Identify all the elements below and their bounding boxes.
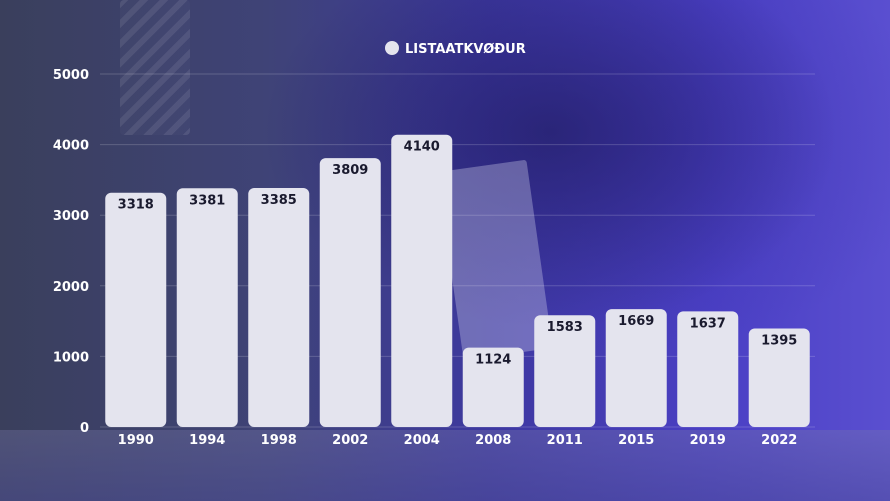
data-label: 3318 (118, 198, 154, 213)
x-tick-label: 2015 (618, 433, 654, 448)
data-labels: 3318 3381 3385 3809 4140 1124 1583 1669 1637 1395 (118, 140, 798, 368)
data-label: 1669 (618, 314, 654, 329)
x-tick-label: 2008 (475, 433, 511, 448)
x-tick-label: 2019 (690, 433, 726, 448)
bar-2015[interactable] (605, 309, 667, 427)
bar-2022[interactable] (748, 328, 810, 427)
data-label: 3809 (332, 163, 368, 178)
x-axis: 1990 1994 1998 2002 2004 2008 2011 2015 2019 2022 (118, 433, 798, 448)
legend-swatch (385, 41, 399, 55)
background-floor (0, 430, 890, 501)
data-label: 1637 (690, 316, 726, 331)
bar-1998[interactable] (248, 188, 310, 427)
x-tick-label: 1990 (118, 433, 154, 448)
y-axis: 0 1000 2000 3000 4000 5000 (53, 68, 89, 436)
bar-2002[interactable] (319, 158, 381, 427)
legend[interactable]: LISTAATKVØÐUR (385, 41, 526, 57)
y-tick-label: 1000 (53, 350, 89, 365)
x-tick-label: 2011 (547, 433, 583, 448)
data-label: 3381 (189, 193, 225, 208)
y-tick-label: 2000 (53, 280, 89, 295)
x-tick-label: 2002 (332, 433, 368, 448)
bar-2019[interactable] (677, 311, 739, 427)
bar-2008[interactable] (462, 347, 524, 427)
bar-1994[interactable] (176, 188, 238, 427)
data-label: 4140 (404, 140, 440, 155)
bar-2011[interactable] (534, 315, 596, 427)
bars (105, 134, 810, 427)
bar-1990[interactable] (105, 192, 167, 427)
y-tick-label: 4000 (53, 139, 89, 154)
y-tick-label: 5000 (53, 68, 89, 83)
data-label: 3385 (261, 193, 297, 208)
y-tick-label: 3000 (53, 209, 89, 224)
x-tick-label: 2022 (761, 433, 797, 448)
legend-label: LISTAATKVØÐUR (405, 42, 526, 57)
x-tick-label: 2004 (404, 433, 440, 448)
x-tick-label: 1994 (189, 433, 225, 448)
data-label: 1124 (475, 353, 511, 368)
x-tick-label: 1998 (261, 433, 297, 448)
y-tick-label: 0 (80, 421, 89, 436)
data-label: 1583 (547, 320, 583, 335)
background-pattern (120, 0, 190, 135)
data-label: 1395 (761, 334, 797, 349)
bar-2004[interactable] (391, 134, 453, 427)
